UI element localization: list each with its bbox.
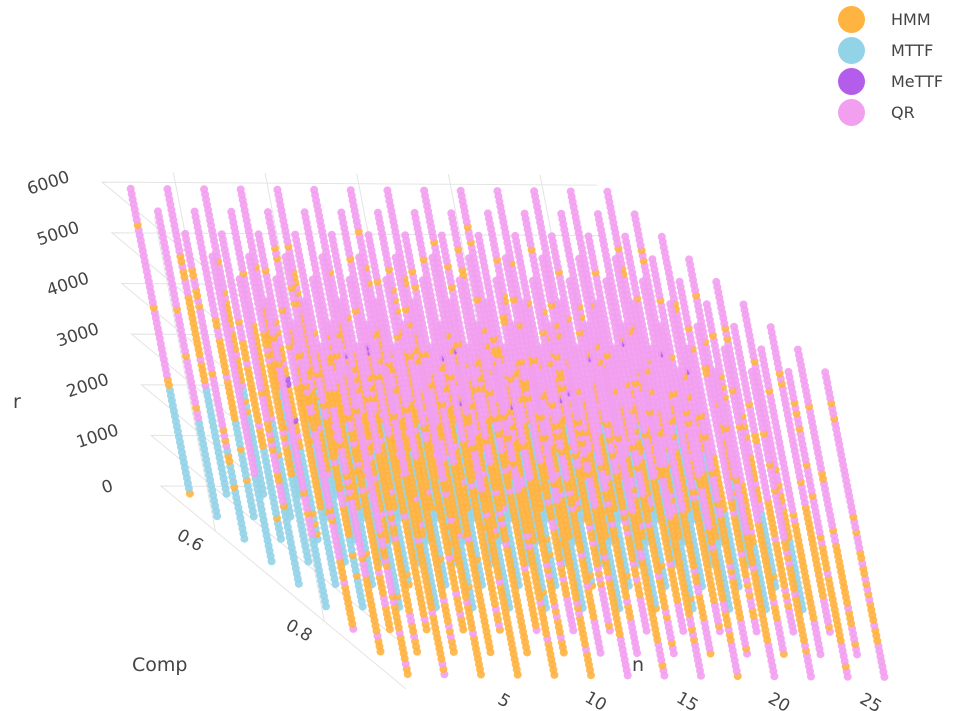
data-point-qr <box>300 208 309 217</box>
data-point-qr <box>326 320 335 329</box>
data-point-qr <box>390 343 399 352</box>
data-point-qr <box>454 365 463 374</box>
data-point-qr <box>547 232 556 241</box>
data-point-qr <box>520 209 529 218</box>
data-point-qr <box>254 230 263 239</box>
data-point-qr <box>482 298 491 307</box>
data-point-qr <box>538 254 547 263</box>
data-point-qr <box>493 187 502 196</box>
data-point-qr <box>290 320 299 329</box>
data-point-qr <box>410 208 419 217</box>
data-point-qr <box>427 343 436 352</box>
data-point-qr <box>245 252 254 261</box>
data-point-qr <box>208 252 217 261</box>
data-point-qr <box>263 208 272 217</box>
data-point-qr <box>474 231 483 240</box>
data-point-qr <box>181 229 190 238</box>
data-point-qr <box>417 365 426 374</box>
data-point-qr <box>446 298 455 307</box>
data-point-qr <box>584 232 593 241</box>
data-point-qr <box>273 185 282 194</box>
data-point-qr <box>519 299 528 308</box>
data-point-qr <box>372 298 381 307</box>
data-point-qr <box>353 342 362 351</box>
data-point-qr <box>603 187 612 196</box>
data-point-qr <box>465 254 474 263</box>
data-point-qr <box>382 275 391 284</box>
data-point-qr <box>262 297 271 306</box>
data-point-qr <box>235 275 244 284</box>
data-point-qr <box>630 210 639 219</box>
data-point-qr <box>327 230 336 239</box>
data-points <box>126 184 889 681</box>
data-point-qr <box>401 231 410 240</box>
data-point-qr <box>153 207 162 216</box>
data-point-qr <box>336 298 345 307</box>
data-point-qr <box>447 209 456 218</box>
data-point-qr <box>272 275 281 284</box>
data-point-qr <box>364 231 373 240</box>
data-point-qr <box>511 231 520 240</box>
data-point-qr <box>310 185 319 194</box>
data-point-qr <box>190 207 199 216</box>
data-point-qr <box>436 321 445 330</box>
data-point-qr <box>455 276 464 285</box>
data-point-qr <box>566 187 575 196</box>
data-point-qr <box>391 253 400 262</box>
data-point-qr <box>437 231 446 240</box>
data-point-qr <box>363 320 372 329</box>
data-point-qr <box>418 276 427 285</box>
data-point-qr <box>227 207 236 216</box>
data-point-qr <box>528 276 537 285</box>
data-point-qr <box>236 185 245 194</box>
data-point-qr <box>381 365 390 374</box>
data-point-qr <box>428 253 437 262</box>
data-point-qr <box>456 186 465 195</box>
data-point-qr <box>163 185 172 194</box>
data-point-qr <box>200 185 209 194</box>
data-point-qr <box>557 209 566 218</box>
data-point-qr <box>593 210 602 219</box>
data-point-qr <box>473 321 482 330</box>
data-point-qr <box>409 298 418 307</box>
data-point-qr <box>355 253 364 262</box>
data-point-qr <box>501 254 510 263</box>
data-point-qr <box>420 186 429 195</box>
data-point-qr <box>463 343 472 352</box>
data-point-qr <box>483 209 492 218</box>
data-point-qr <box>400 320 409 329</box>
data-point-qr <box>530 187 539 196</box>
data-point-qr <box>383 186 392 195</box>
data-point-qr <box>281 252 290 261</box>
data-point-qr <box>317 342 326 351</box>
data-point-qr <box>308 275 317 284</box>
data-point-qr <box>575 254 584 263</box>
data-point-qr <box>344 365 353 374</box>
data-point-qr <box>299 297 308 306</box>
data-point-qr <box>373 208 382 217</box>
data-point-qr <box>345 275 354 284</box>
data-point-qr <box>217 230 226 239</box>
data-point-qr <box>337 208 346 217</box>
data-point-qr <box>126 184 135 193</box>
data-point-qr <box>346 186 355 195</box>
data-point-qr <box>318 253 327 262</box>
data-point-qr <box>492 276 501 285</box>
gridline-comp <box>153 217 216 532</box>
data-point-qr <box>291 230 300 239</box>
